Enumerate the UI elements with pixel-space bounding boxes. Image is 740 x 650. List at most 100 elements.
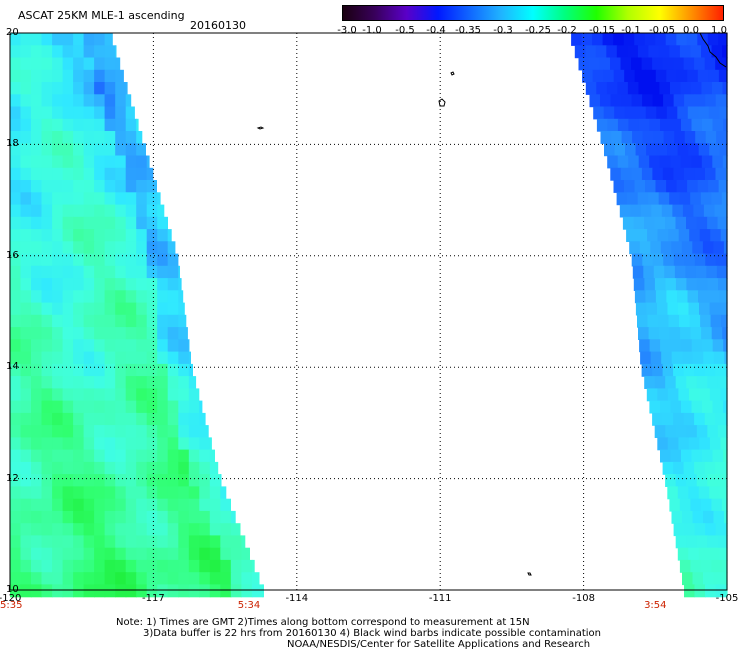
- wind-cell: [585, 82, 597, 95]
- wind-cell: [73, 486, 85, 500]
- wind-cell: [696, 474, 708, 487]
- wind-cell: [52, 425, 64, 438]
- wind-cell: [724, 351, 728, 365]
- wind-cell: [167, 400, 179, 414]
- wind-cell: [20, 376, 32, 389]
- wind-cell: [31, 69, 43, 83]
- wind-cell: [20, 229, 32, 242]
- wind-cell: [703, 204, 715, 218]
- wind-cell: [157, 449, 169, 463]
- wind-cell: [10, 69, 22, 83]
- wind-cell: [10, 204, 22, 218]
- wind-cell: [10, 131, 22, 144]
- wind-cell: [136, 216, 148, 230]
- wind-cell: [125, 437, 137, 451]
- wind-cell: [721, 314, 728, 328]
- wind-cell: [146, 388, 158, 402]
- colorbar-tick-label: -3.0: [337, 25, 357, 36]
- wind-cell: [20, 437, 32, 451]
- wind-cell: [178, 351, 190, 365]
- wind-cell: [652, 363, 664, 377]
- wind-cell: [665, 216, 677, 230]
- wind-cell: [157, 265, 169, 279]
- wind-cell: [94, 572, 106, 586]
- wind-cell: [115, 167, 127, 181]
- wind-cell: [62, 278, 74, 291]
- wind-cell: [115, 425, 127, 438]
- wind-cell: [638, 327, 650, 340]
- wind-cell: [136, 118, 139, 132]
- wind-cell: [708, 180, 720, 193]
- wind-cell: [640, 204, 652, 218]
- wind-cell: [125, 388, 137, 402]
- wind-cell: [634, 290, 646, 304]
- wind-cell: [83, 180, 95, 193]
- wind-cell: [675, 278, 687, 291]
- wind-cell: [52, 535, 64, 549]
- wind-cell: [41, 155, 53, 169]
- wind-cell: [622, 216, 634, 230]
- wind-cell: [681, 241, 693, 255]
- wind-cell: [631, 57, 643, 71]
- wind-cell: [94, 535, 106, 549]
- wind-cell: [52, 510, 64, 524]
- wind-cell: [167, 461, 179, 475]
- wind-cell: [696, 278, 708, 291]
- wind-cell: [654, 278, 666, 291]
- wind-cell: [62, 302, 74, 316]
- wind-cell: [722, 155, 728, 169]
- wind-cell: [62, 241, 74, 255]
- wind-cell: [83, 278, 95, 291]
- wind-cell: [647, 314, 659, 328]
- wind-cell: [125, 572, 137, 586]
- wind-cell: [661, 351, 673, 365]
- wind-cell: [10, 302, 22, 316]
- wind-cell: [104, 474, 116, 487]
- wind-cell: [83, 314, 95, 328]
- wind-cell: [696, 216, 708, 230]
- wind-cell: [136, 449, 148, 463]
- wind-cell: [104, 461, 116, 475]
- wind-cell: [674, 131, 686, 144]
- wind-cell: [10, 486, 22, 500]
- wind-cell: [178, 498, 190, 512]
- wind-cell: [125, 449, 137, 463]
- wind-cell: [188, 559, 200, 573]
- wind-cell: [73, 314, 85, 328]
- wind-cell: [660, 118, 672, 132]
- lat-lon-grid: [10, 33, 727, 590]
- colorbar: [342, 5, 724, 21]
- wind-cell: [136, 302, 148, 316]
- wind-cell: [94, 216, 106, 230]
- wind-cell: [62, 474, 74, 487]
- wind-cell: [241, 584, 253, 598]
- wind-cell: [73, 363, 85, 377]
- coastline-segment: [450, 71, 455, 76]
- colorbar-tick-label: -0.35: [455, 25, 481, 36]
- wind-cell: [104, 559, 116, 573]
- wind-cell: [136, 461, 148, 475]
- wind-cell: [125, 155, 137, 169]
- wind-cell: [157, 204, 165, 218]
- wind-cell: [52, 412, 64, 426]
- wind-cell: [712, 155, 724, 169]
- wind-cell: [644, 278, 656, 291]
- wind-cell: [31, 523, 43, 537]
- wind-cell: [670, 155, 682, 169]
- wind-cell: [10, 82, 22, 95]
- colorbar-tick-label: -0.5: [395, 25, 415, 36]
- wind-cell: [73, 535, 85, 549]
- wind-cell: [582, 69, 594, 83]
- wind-cell: [115, 241, 127, 255]
- wind-cell: [104, 57, 116, 71]
- wind-cell: [52, 69, 64, 83]
- wind-cell: [10, 314, 22, 328]
- wind-cell: [638, 155, 650, 169]
- wind-cell: [146, 363, 158, 377]
- wind-cell: [104, 241, 116, 255]
- wind-cell: [115, 57, 121, 71]
- wind-cell: [665, 425, 677, 438]
- wind-cell: [83, 523, 95, 537]
- wind-cell: [157, 425, 169, 438]
- wind-cell: [62, 265, 74, 279]
